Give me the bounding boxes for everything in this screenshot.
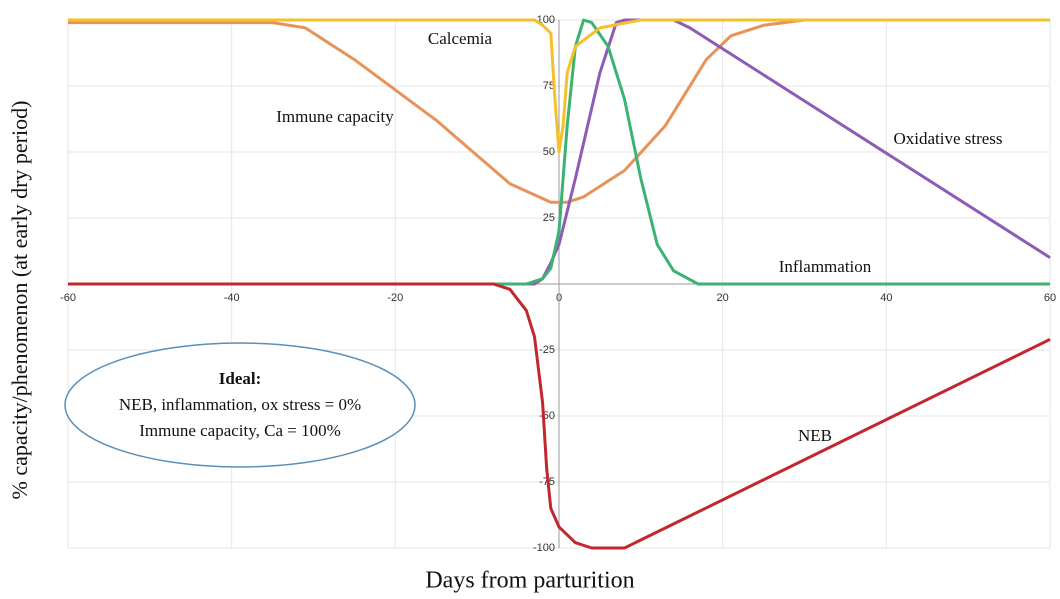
series-label: NEB bbox=[798, 426, 832, 445]
y-tick-label: -50 bbox=[539, 410, 555, 422]
series-line bbox=[68, 18, 1050, 204]
x-tick-label: 20 bbox=[717, 292, 729, 304]
series-line bbox=[68, 18, 1050, 286]
y-tick-label: 50 bbox=[543, 146, 555, 158]
series-label: Immune capacity bbox=[276, 107, 394, 126]
x-tick-label: -60 bbox=[60, 292, 76, 304]
x-tick-label: 40 bbox=[880, 292, 892, 304]
y-tick-label: 75 bbox=[543, 80, 555, 92]
note-line: NEB, inflammation, ox stress = 0% bbox=[119, 395, 361, 414]
note-title: Ideal: bbox=[219, 369, 262, 388]
series-label: Oxidative stress bbox=[893, 129, 1002, 148]
series-label: Inflammation bbox=[779, 257, 872, 276]
y-tick-label: -100 bbox=[533, 542, 555, 554]
series-line bbox=[68, 282, 1051, 550]
note-ellipse bbox=[64, 342, 416, 468]
series-line bbox=[68, 18, 1050, 154]
y-tick-label: -25 bbox=[539, 344, 555, 356]
y-tick-label: 25 bbox=[543, 212, 555, 224]
note-line: Immune capacity, Ca = 100% bbox=[139, 421, 341, 440]
x-tick-label: -20 bbox=[387, 292, 403, 304]
series-label: Calcemia bbox=[428, 29, 493, 48]
x-tick-label: 60 bbox=[1044, 292, 1056, 304]
x-tick-label: -40 bbox=[224, 292, 240, 304]
x-axis-label: Days from parturition bbox=[425, 568, 634, 594]
y-axis-label: % capacity/phenomenon (at early dry peri… bbox=[7, 101, 32, 500]
